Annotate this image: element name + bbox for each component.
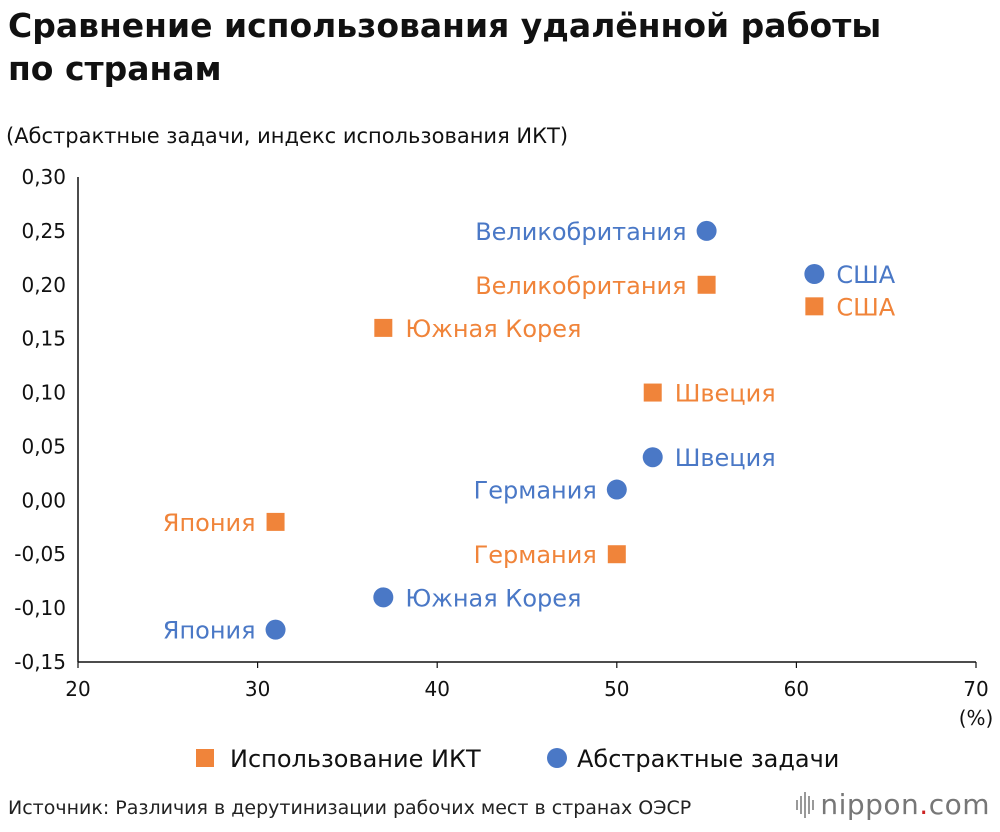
- abstract-circle-marker: [804, 264, 825, 284]
- y-tick-label: 0,20: [21, 273, 66, 297]
- logo-text: nippon.com: [820, 788, 990, 821]
- abstract-circle-marker: [606, 479, 627, 500]
- x-tick-label: 40: [424, 677, 449, 701]
- y-tick-label: -0,05: [14, 542, 66, 566]
- point-label: Южная Корея: [405, 584, 581, 612]
- y-axis-label: (Абстрактные задачи, индекс использовани…: [6, 124, 569, 148]
- abstract-circle-marker: [642, 447, 663, 468]
- abstract-circle-marker: [265, 619, 286, 640]
- logo-bars-icon: [796, 791, 815, 818]
- point-label: Япония: [163, 617, 256, 645]
- y-tick-label: 0,10: [21, 381, 66, 405]
- x-axis-unit: (%): [959, 706, 994, 730]
- y-tick-label: 0,30: [21, 165, 66, 189]
- x-tick-label: 70: [963, 677, 988, 701]
- point-label: Южная Корея: [405, 315, 581, 343]
- point-label: Великобритания: [475, 218, 686, 246]
- chart-title: Сравнение использования удалённой работы…: [8, 6, 882, 88]
- y-tick-label: -0,15: [14, 650, 66, 674]
- y-tick-label: 0,25: [21, 219, 66, 243]
- ict-square-marker: [266, 512, 285, 531]
- point-label: Германия: [474, 477, 597, 505]
- ict-square-marker: [643, 383, 662, 402]
- ict-square-marker: [697, 275, 716, 294]
- legend-label-abstract: Абстрактные задачи: [577, 745, 839, 773]
- y-tick-label: 0,05: [21, 434, 66, 458]
- abstract-circle-marker: [696, 220, 717, 241]
- legend-circle-icon: [547, 748, 567, 768]
- point-label: Швеция: [675, 380, 776, 408]
- point-label: Германия: [474, 541, 597, 569]
- x-tick-label: 60: [784, 677, 809, 701]
- y-tick-label: 0,00: [21, 488, 66, 512]
- legend-square-icon: [196, 749, 214, 767]
- source-note: Источник: Различия в дерутинизации рабоч…: [8, 797, 692, 819]
- legend-label-ict: Использование ИКТ: [230, 745, 481, 773]
- abstract-circle-marker: [373, 587, 394, 608]
- x-tick-label: 50: [604, 677, 629, 701]
- y-tick-label: -0,10: [14, 596, 66, 620]
- ict-square-marker: [607, 545, 626, 564]
- ict-square-marker: [805, 297, 824, 316]
- x-tick-label: 30: [245, 677, 270, 701]
- point-label: Швеция: [675, 444, 776, 472]
- x-tick-label: 20: [65, 677, 90, 701]
- point-label: Великобритания: [475, 272, 686, 300]
- nippon-logo: nippon.com: [796, 788, 990, 821]
- point-label: Япония: [163, 509, 256, 537]
- y-tick-label: 0,15: [21, 327, 66, 351]
- ict-square-marker: [374, 318, 393, 337]
- point-label: США: [836, 293, 895, 321]
- scatter-plot: 0,30 0,25 0,20 0,15 0,10 0,05 0,00 -0,05 -0,10 -0…: [14, 165, 994, 773]
- point-label: США: [836, 261, 895, 289]
